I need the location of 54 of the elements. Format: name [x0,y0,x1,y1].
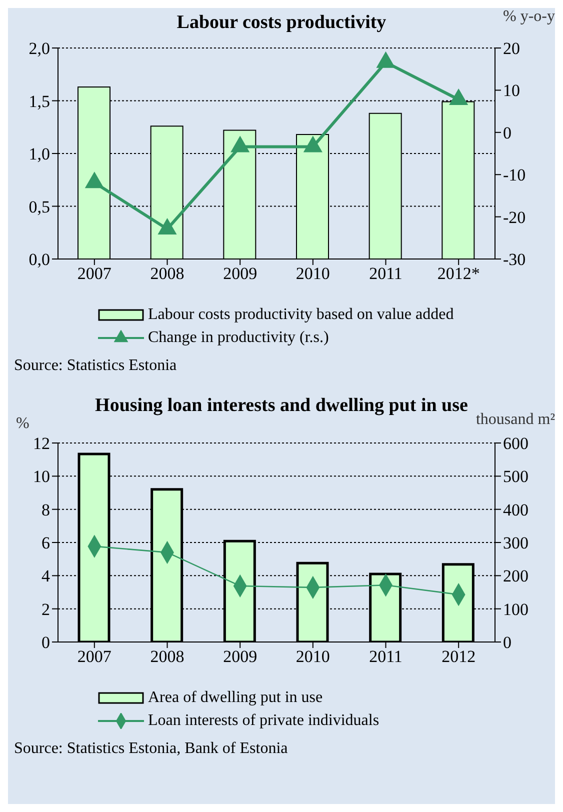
y-tick-label: 2,0 [28,39,50,58]
y-tick-label: 12 [33,434,50,454]
point [304,136,322,152]
y2-tick-label: -10 [503,166,526,185]
y2-tick-label: 600 [503,434,528,454]
y2-tick-label: 200 [503,566,528,586]
point [230,136,250,152]
legend-label: Labour costs productivity based on value added [148,305,454,325]
legend-label: Area of dwelling put in use [148,688,323,708]
x-tick-label: 2009 [223,647,258,666]
y-tick-label: 2 [42,600,50,619]
y2-tick-label: 500 [503,467,528,486]
y-tick-label: 6 [42,534,50,553]
chart-title: Labour costs productivity [176,12,388,34]
y-axis-title: % [16,415,30,433]
y2-tick-label: 20 [503,39,520,58]
y-tick-label: 0 [42,633,50,652]
x-tick-label: 2012* [437,264,480,284]
chart-title: Housing loan interests and dwelling put in use [95,395,468,416]
legend-label: Loan interests of private individuals [148,711,380,731]
y2-axis-title: % y-o-y [503,8,555,26]
y2-tick-label: 10 [503,81,520,100]
x-tick-label: 2010 [296,264,330,284]
y-tick-label: 8 [42,500,50,520]
y-tick-label: 1,0 [28,144,50,164]
x-tick-label: 2009 [223,264,258,284]
y-tick-label: 0,5 [28,197,50,216]
source-note: Source: Statistics Estonia [14,357,178,375]
point [449,88,468,105]
x-tick-label: 2011 [369,264,402,284]
y2-tick-label: 300 [503,534,528,553]
y2-tick-label: 100 [503,600,528,619]
point [376,52,395,68]
y-tick-label: 0,0 [28,250,50,270]
x-tick-label: 2008 [150,264,184,284]
y-tick-label: 10 [33,467,50,486]
x-tick-label: 2012 [442,647,476,666]
point [85,172,104,188]
x-tick-label: 2007 [77,264,112,284]
y2-tick-label: 400 [503,500,528,520]
point [158,218,176,235]
y2-tick-label: 0 [503,633,512,652]
x-tick-label: 2010 [296,647,330,666]
y2-axis-title: thousand m² [476,411,555,429]
legend-label: Change in productivity (r.s.) [148,328,329,348]
x-tick-label: 2007 [77,647,112,666]
y2-tick-label: -20 [503,208,526,227]
x-tick-label: 2008 [150,647,184,666]
y-tick-label: 4 [42,566,50,586]
y-tick-label: 1,5 [28,92,50,111]
y2-tick-label: -30 [503,250,526,270]
x-tick-label: 2011 [369,647,402,666]
y2-tick-label: 0 [503,123,512,142]
source-note: Source: Statistics Estonia, Bank of Estonia [14,740,289,758]
